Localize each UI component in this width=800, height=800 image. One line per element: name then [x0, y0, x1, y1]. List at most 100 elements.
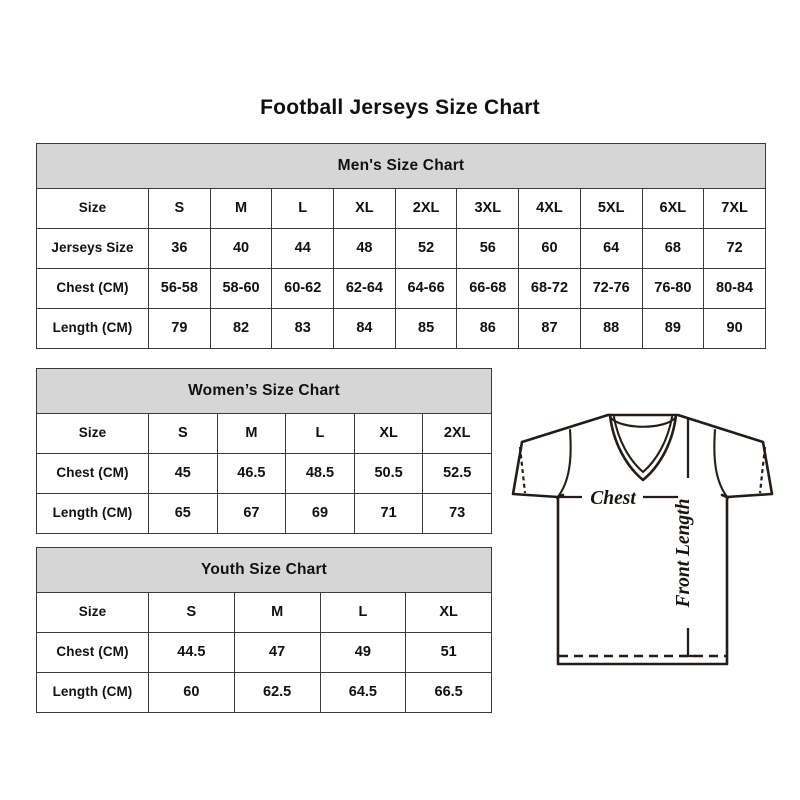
cell: 83 [271, 308, 335, 349]
cell: 64 [579, 228, 643, 269]
row-label-length-cm: Length (CM) [36, 308, 149, 349]
cell: 52 [394, 228, 458, 269]
cell: 89 [641, 308, 705, 349]
column-header-6xl: 6XL [641, 188, 705, 229]
column-header-2xl: 2XL [422, 413, 492, 454]
cell: 76-80 [641, 268, 705, 309]
table-banner-row: Youth Size Chart [35, 547, 493, 593]
v-neck-outer [608, 413, 678, 482]
cell: 80-84 [703, 268, 766, 309]
row-label-chest-cm: Chest (CM) [36, 453, 149, 494]
table-row: Length (CM) 79 82 83 84 85 86 87 88 89 9… [36, 308, 766, 349]
cell: 60 [518, 228, 581, 269]
column-header-size: Size [36, 188, 149, 229]
cell: 62-64 [333, 268, 396, 309]
cell: 90 [703, 308, 766, 349]
left-sleeve-outline [511, 413, 610, 499]
cell: 56-58 [148, 268, 211, 309]
cell: 64.5 [319, 672, 407, 713]
cell: 50.5 [353, 453, 424, 494]
mens-size-table: Men's Size Chart Size S M L XL 2XL 3XL 4… [36, 143, 766, 349]
womens-size-table: Women’s Size Chart Size S M L XL 2XL Che… [36, 368, 492, 534]
cell: 82 [209, 308, 273, 349]
table-row: Chest (CM) 56-58 58-60 60-62 62-64 64-66… [36, 268, 766, 309]
table-row: Jerseys Size 36 40 44 48 52 56 60 64 68 … [36, 228, 766, 269]
cell: 66.5 [405, 672, 493, 713]
left-armhole-seam [555, 428, 572, 500]
cell: 72-76 [579, 268, 643, 309]
column-header-m: M [216, 413, 287, 454]
torso-outline [556, 495, 729, 666]
cell: 73 [422, 493, 492, 534]
cell: 72 [703, 228, 766, 269]
cell: 66-68 [456, 268, 520, 309]
cell: 67 [216, 493, 287, 534]
mens-table-banner: Men's Size Chart [36, 143, 766, 189]
table-row: Length (CM) 65 67 69 71 73 [36, 493, 492, 534]
row-label-length-cm: Length (CM) [36, 493, 149, 534]
cell: 48 [333, 228, 396, 269]
column-header-l: L [285, 413, 355, 454]
table-header-row: Size S M L XL 2XL [36, 413, 492, 454]
row-label-chest-cm: Chest (CM) [36, 632, 149, 673]
cell: 36 [148, 228, 211, 269]
cell: 40 [209, 228, 273, 269]
cell: 69 [285, 493, 355, 534]
cell: 86 [456, 308, 520, 349]
table-banner-row: Men's Size Chart [36, 143, 766, 189]
front-length-measure-label: Front Length [673, 499, 694, 609]
youth-size-table: Youth Size Chart Size S M L XL Chest (CM… [35, 547, 493, 713]
column-header-7xl: 7XL [703, 188, 766, 229]
table-header-row: Size S M L XL [36, 592, 493, 633]
table-row: Chest (CM) 45 46.5 48.5 50.5 52.5 [36, 453, 492, 494]
page-title: Football Jerseys Size Chart [260, 96, 540, 119]
row-label-chest-cm: Chest (CM) [36, 268, 149, 309]
cell: 62.5 [233, 672, 321, 713]
cell: 45 [148, 453, 218, 494]
table-banner-row: Women’s Size Chart [36, 368, 492, 414]
column-header-xl: XL [333, 188, 396, 229]
cell: 64-66 [394, 268, 458, 309]
right-sleeve-outline [676, 413, 774, 499]
column-header-s: S [148, 188, 211, 229]
cell: 44 [271, 228, 335, 269]
cell: 68-72 [518, 268, 581, 309]
column-header-s: S [148, 413, 218, 454]
cell: 88 [579, 308, 643, 349]
cell: 52.5 [422, 453, 492, 494]
column-header-s: S [148, 592, 235, 633]
cell: 87 [518, 308, 581, 349]
collar-top-arc [608, 415, 678, 428]
cell: 85 [394, 308, 458, 349]
right-armhole-seam [713, 428, 730, 500]
column-header-l: L [271, 188, 335, 229]
table-header-row: Size S M L XL 2XL 3XL 4XL 5XL 6XL 7XL [36, 188, 766, 229]
cell: 71 [353, 493, 424, 534]
row-label-length-cm: Length (CM) [36, 672, 149, 713]
column-header-4xl: 4XL [518, 188, 581, 229]
column-header-xl: XL [405, 592, 493, 633]
column-header-m: M [233, 592, 321, 633]
cell: 47 [233, 632, 321, 673]
cell: 60 [148, 672, 235, 713]
cell: 56 [456, 228, 520, 269]
column-header-size: Size [36, 413, 149, 454]
cell: 48.5 [285, 453, 355, 494]
right-cuff-stitch [758, 446, 767, 494]
cell: 60-62 [271, 268, 335, 309]
cell: 46.5 [216, 453, 287, 494]
table-row: Length (CM) 60 62.5 64.5 66.5 [36, 672, 493, 713]
womens-table-banner: Women’s Size Chart [36, 368, 492, 414]
cell: 58-60 [209, 268, 273, 309]
table-row: Chest (CM) 44.5 47 49 51 [36, 632, 493, 673]
youth-table-banner: Youth Size Chart [35, 547, 493, 593]
column-header-m: M [209, 188, 273, 229]
cell: 84 [333, 308, 396, 349]
chest-measure-label: Chest [590, 488, 636, 509]
left-cuff-stitch [518, 446, 527, 494]
column-header-l: L [319, 592, 407, 633]
cell: 68 [641, 228, 705, 269]
column-header-xl: XL [353, 413, 424, 454]
jersey-measurement-diagram: Chest Front Length [500, 390, 785, 690]
cell: 44.5 [148, 632, 235, 673]
